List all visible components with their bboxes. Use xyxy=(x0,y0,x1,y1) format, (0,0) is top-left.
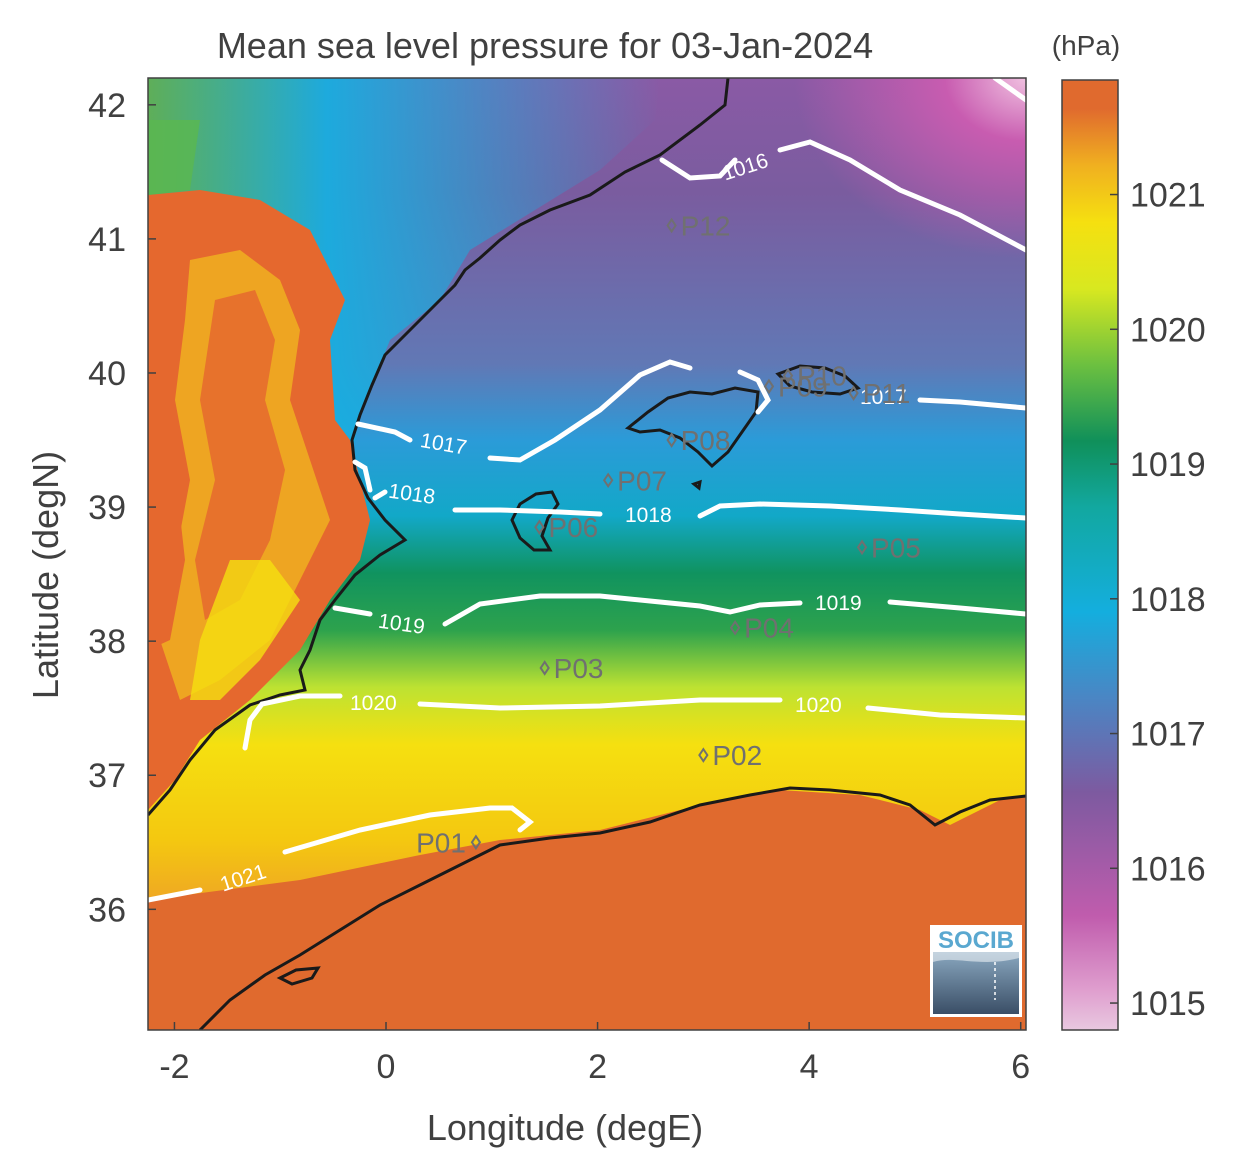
isobar-label-1019-east: 1019 xyxy=(815,592,862,615)
menorca-coast xyxy=(775,364,861,396)
colorbar-gradient xyxy=(1061,79,1119,1031)
point-p10: P10 xyxy=(782,361,847,392)
colorbar-tick-label: 1019 xyxy=(1130,446,1206,484)
colorbar-tick-label: 1015 xyxy=(1130,985,1206,1023)
x-tick-label: 2 xyxy=(588,1048,607,1086)
point-label: P07 xyxy=(617,465,667,496)
point-marker-icon xyxy=(602,472,614,489)
point-marker-icon xyxy=(848,385,859,401)
plot-frame xyxy=(147,77,1027,1031)
isobars xyxy=(148,78,1026,903)
point-p06: P06 xyxy=(534,512,598,543)
colorbar-ticks: 1015 1016 1017 1018 1019 1020 1021 xyxy=(1110,177,1206,1023)
colorbar-tick-label: 1016 xyxy=(1130,850,1206,888)
point-marker-icon xyxy=(470,834,482,851)
isobar-label-1020: 1020 xyxy=(350,692,397,715)
point-marker-icon xyxy=(763,378,775,395)
x-axis-ticks: -2 0 2 4 6 xyxy=(159,1022,1030,1086)
y-tick-label: 38 xyxy=(88,623,126,661)
point-p08: P08 xyxy=(666,425,731,456)
y-tick-label: 39 xyxy=(88,489,126,527)
point-p01: P01 xyxy=(416,827,482,858)
socib-logo-text: SOCIB xyxy=(938,927,1014,954)
mallorca-coast xyxy=(624,386,760,469)
colorbar-unit: (hPa) xyxy=(1052,30,1120,61)
y-axis-ticks: 36 37 38 39 40 41 42 xyxy=(88,87,156,929)
point-marker-icon xyxy=(782,367,794,384)
point-p03: P03 xyxy=(539,653,604,684)
map-title: Mean sea level pressure for 03-Jan-2024 xyxy=(217,25,873,66)
isobar-1020 xyxy=(242,693,1026,751)
y-tick-label: 41 xyxy=(88,221,126,259)
isobar-1016 xyxy=(659,139,1026,253)
point-marker-icon xyxy=(666,432,677,448)
x-axis-label: Longitude (degE) xyxy=(427,1107,703,1148)
point-label: P06 xyxy=(548,512,598,543)
point-label: P10 xyxy=(797,361,847,392)
isobar-1017-west xyxy=(352,459,373,493)
colorbar-tick-label: 1017 xyxy=(1130,716,1206,754)
point-p02: P02 xyxy=(698,740,762,771)
coastlines xyxy=(148,78,1026,1030)
colorbar: (hPa) 1015 1016 1017 1018 1019 1020 1021 xyxy=(1052,30,1206,1031)
point-p11: P11 xyxy=(848,378,911,409)
colorbar-tick-label: 1020 xyxy=(1130,311,1206,349)
point-marker-icon xyxy=(539,660,550,676)
iberia-coast xyxy=(148,78,730,816)
isobar-1016-ne xyxy=(992,78,1026,103)
isobar-1018 xyxy=(372,489,1026,521)
point-label: P08 xyxy=(681,425,731,456)
x-tick-label: 4 xyxy=(800,1048,819,1086)
isobar-label-1020-east: 1020 xyxy=(795,694,842,717)
y-tick-label: 42 xyxy=(88,87,126,125)
y-axis-label: Latitude (degN) xyxy=(25,451,66,699)
isobar-label-1018-center: 1018 xyxy=(625,504,672,527)
x-tick-label: 0 xyxy=(377,1048,396,1086)
y-tick-label: 37 xyxy=(88,757,126,795)
colorbar-tick-label: 1018 xyxy=(1130,581,1206,619)
point-label: P01 xyxy=(416,827,466,858)
point-label: P02 xyxy=(712,740,762,771)
point-marker-icon xyxy=(698,747,709,763)
point-p12: P12 xyxy=(666,210,731,241)
point-label: P11 xyxy=(863,378,911,409)
point-marker-icon xyxy=(729,619,741,636)
point-marker-icon xyxy=(534,519,545,535)
point-label: P05 xyxy=(871,532,921,563)
isobar-labels: 1016 1017 1017 1018 1018 1019 1019 1020 … xyxy=(217,149,906,896)
colorbar-tick-label: 1021 xyxy=(1130,177,1206,215)
isobar-1021 xyxy=(148,805,535,903)
socib-logo: SOCIB xyxy=(930,925,1022,1017)
cabrera-islet xyxy=(690,479,702,491)
y-tick-label: 36 xyxy=(88,891,126,929)
x-tick-label: 6 xyxy=(1011,1048,1030,1086)
point-label: P03 xyxy=(554,653,604,684)
point-label: P09 xyxy=(778,371,828,402)
ibiza-coast xyxy=(510,490,560,552)
x-tick-label: -2 xyxy=(159,1048,189,1086)
y-tick-label: 40 xyxy=(88,355,126,393)
isobar-label-1017-east: 1017 xyxy=(860,386,907,409)
point-p05: P05 xyxy=(856,532,921,563)
isobar-1017 xyxy=(355,359,1026,463)
africa-land xyxy=(148,790,1026,1030)
point-p09: P09 xyxy=(763,371,828,402)
point-label: P04 xyxy=(744,613,794,644)
pressure-field xyxy=(148,78,1026,1030)
point-label: P12 xyxy=(681,210,731,241)
point-marker-icon xyxy=(666,217,677,234)
point-p07: P07 xyxy=(602,465,667,496)
isobar-1019 xyxy=(332,593,1026,627)
point-p04: P04 xyxy=(729,613,794,644)
alboran-island xyxy=(276,966,321,986)
africa-coast xyxy=(198,786,1026,1030)
point-marker-icon xyxy=(856,539,868,556)
